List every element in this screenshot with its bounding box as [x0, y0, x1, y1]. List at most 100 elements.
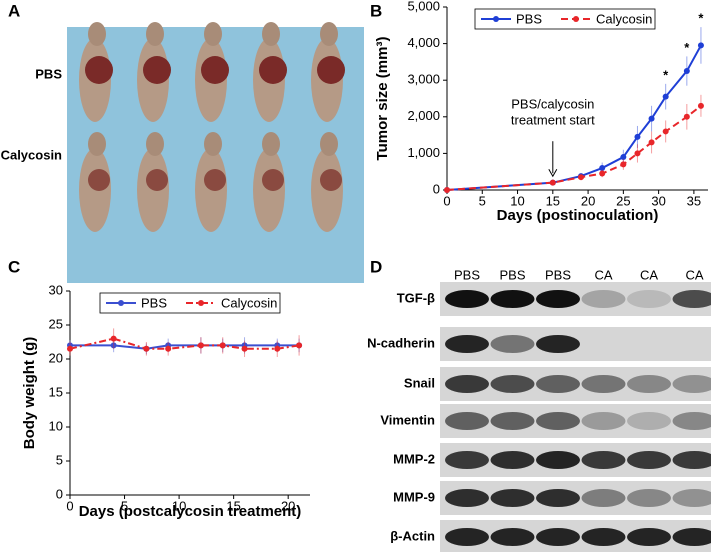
blot-band [627, 528, 671, 546]
mouse-head [320, 132, 338, 156]
blot-band [536, 451, 580, 469]
marker [67, 346, 73, 352]
column-label: CA [594, 267, 612, 282]
marker [634, 150, 640, 156]
marker [649, 116, 655, 122]
y-tick-label: 2,000 [407, 108, 440, 123]
blot-band [491, 375, 535, 393]
marker [599, 171, 605, 177]
marker [274, 346, 280, 352]
row-label: TGF-β [397, 290, 435, 305]
marker [649, 139, 655, 145]
blot-band [445, 451, 489, 469]
marker [550, 180, 556, 186]
x-tick-label: 5 [479, 193, 486, 208]
mouse-head [146, 132, 164, 156]
row-label: MMP-9 [393, 489, 435, 504]
annotation: PBS/calycosin [511, 97, 594, 112]
panel-letter: B [370, 1, 382, 20]
mouse-head [204, 132, 222, 156]
blot-band [491, 489, 535, 507]
panel-letter: A [8, 1, 20, 20]
blot-band [582, 412, 626, 430]
legend-marker [198, 300, 204, 306]
tumor [259, 56, 287, 84]
blot-band [627, 375, 671, 393]
series-line [70, 339, 299, 349]
blot-band [536, 489, 580, 507]
tumor [262, 169, 284, 191]
marker [220, 342, 226, 348]
marker [444, 187, 450, 193]
marker [684, 114, 690, 120]
legend-label: PBS [516, 11, 542, 26]
blot-band [491, 335, 535, 353]
blot-band [445, 489, 489, 507]
blot-band [582, 290, 626, 308]
tumor [85, 56, 113, 84]
y-axis-label: Body weight (g) [21, 337, 38, 450]
blot-band [445, 528, 489, 546]
column-label: CA [640, 267, 658, 282]
tumor [317, 56, 345, 84]
marker [111, 336, 117, 342]
marker [143, 346, 149, 352]
row-label: Vimentin [380, 412, 435, 427]
y-tick-label: 20 [49, 350, 63, 365]
y-tick-label: 0 [433, 181, 440, 196]
row-label: MMP-2 [393, 451, 435, 466]
x-tick-label: 0 [66, 498, 73, 513]
column-label: CA [685, 267, 703, 282]
row-label: Snail [404, 375, 435, 390]
y-axis-label: Tumor size (mm³) [374, 37, 391, 161]
tumor [320, 169, 342, 191]
annotation: treatment start [511, 113, 595, 128]
blot-band [491, 528, 535, 546]
blot-band [491, 290, 535, 308]
blot-band [536, 528, 580, 546]
mouse-head [146, 22, 164, 46]
x-axis-label: Days (postinoculation) [497, 207, 659, 224]
y-tick-label: 15 [49, 384, 63, 399]
y-tick-label: 25 [49, 316, 63, 331]
marker [684, 68, 690, 74]
marker [620, 161, 626, 167]
blot-band [582, 528, 626, 546]
marker [198, 342, 204, 348]
blot-band [627, 290, 671, 308]
blot-band [536, 375, 580, 393]
marker [296, 342, 302, 348]
y-tick-label: 5,000 [407, 0, 440, 13]
marker [165, 346, 171, 352]
annotation: * [698, 11, 704, 26]
blot-band [491, 451, 535, 469]
row-label: β-Actin [390, 528, 435, 543]
blot-band [627, 412, 671, 430]
x-tick-label: 35 [687, 193, 701, 208]
row-label: N-cadherin [367, 335, 435, 350]
tumor [88, 169, 110, 191]
y-tick-label: 30 [49, 282, 63, 297]
column-label: PBS [499, 267, 525, 282]
blot-band [582, 375, 626, 393]
tumor [201, 56, 229, 84]
blot-band [627, 489, 671, 507]
legend-label: Calycosin [596, 11, 652, 26]
mouse-head [262, 132, 280, 156]
legend-marker [573, 16, 579, 22]
tumor [146, 169, 168, 191]
blot-band [582, 489, 626, 507]
marker [242, 346, 248, 352]
tumor [143, 56, 171, 84]
row-label: Calycosin [1, 147, 62, 162]
y-tick-label: 10 [49, 418, 63, 433]
mouse-head [262, 22, 280, 46]
mouse-head [204, 22, 222, 46]
column-label: PBS [454, 267, 480, 282]
row-label: PBS [35, 66, 62, 81]
panel-letter: C [8, 257, 20, 276]
marker [698, 103, 704, 109]
annotation: * [684, 40, 690, 55]
marker [578, 174, 584, 180]
